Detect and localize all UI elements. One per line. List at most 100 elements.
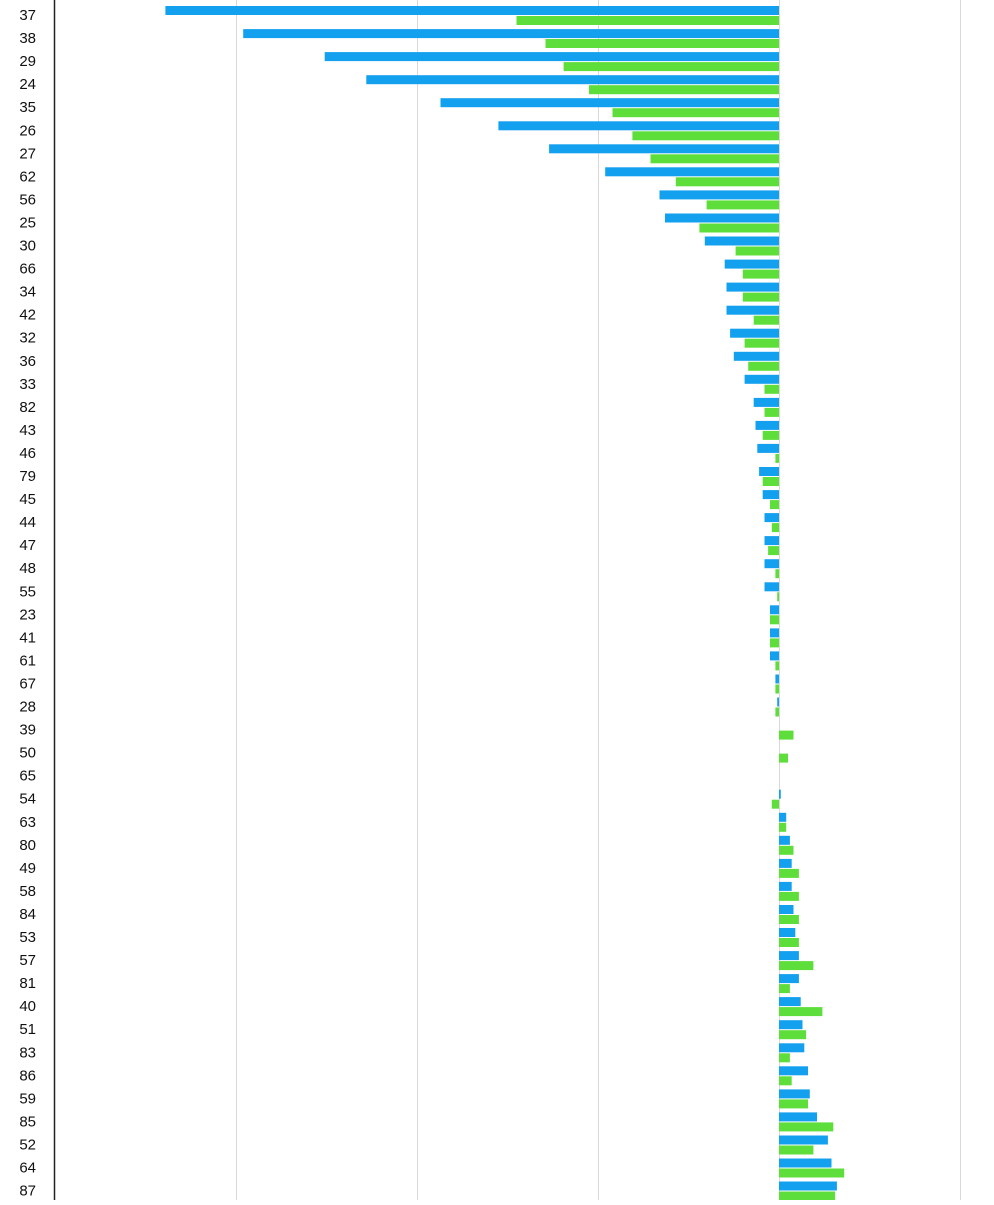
tick-label-42: 42: [19, 307, 36, 324]
tick-label-80: 80: [19, 837, 36, 854]
tick-label-25: 25: [19, 214, 36, 231]
tick-label-48: 48: [19, 560, 36, 577]
bar-s1-28: [777, 697, 779, 707]
tick-label-29: 29: [19, 53, 36, 70]
bar-s1-54: [779, 789, 781, 799]
tick-label-84: 84: [19, 906, 36, 923]
bar-s2-46: [775, 453, 779, 463]
bar-s1-24: [366, 75, 779, 85]
bar-s1-63: [779, 812, 787, 822]
bar-s2-48: [775, 569, 779, 579]
bar-s1-52: [779, 1135, 828, 1145]
bar-s1-85: [779, 1112, 817, 1122]
tick-label-44: 44: [19, 514, 36, 531]
bar-s2-49: [779, 868, 799, 878]
bar-s2-27: [650, 154, 779, 164]
bar-s1-53: [779, 928, 796, 937]
bar-s2-80: [779, 845, 794, 855]
bar-s1-38: [243, 29, 779, 39]
bar-s2-45: [770, 500, 779, 510]
bar-s1-67: [775, 674, 779, 684]
bar-s1-64: [779, 1158, 832, 1168]
tick-label-23: 23: [19, 606, 36, 623]
bar-s2-87: [779, 1191, 836, 1201]
bar-s2-28: [775, 707, 779, 717]
bar-s1-82: [753, 397, 779, 407]
tick-label-59: 59: [19, 1090, 36, 1107]
bar-s1-34: [726, 282, 779, 292]
tick-label-27: 27: [19, 145, 36, 162]
bar-s2-25: [699, 223, 779, 233]
bar-s1-36: [733, 351, 780, 361]
tick-label-50: 50: [19, 745, 36, 762]
tick-label-58: 58: [19, 883, 36, 900]
bar-s1-44: [764, 513, 779, 523]
bar-s2-58: [779, 891, 799, 901]
bar-s1-49: [779, 858, 792, 868]
bar-s2-57: [779, 961, 814, 971]
bar-s1-56: [659, 190, 779, 200]
tick-label-49: 49: [19, 860, 36, 877]
tick-label-38: 38: [19, 30, 36, 47]
bar-s2-61: [775, 661, 779, 671]
tick-label-81: 81: [19, 975, 36, 992]
bar-s1-66: [724, 259, 779, 269]
tick-label-40: 40: [19, 998, 36, 1015]
tick-label-39: 39: [19, 722, 36, 739]
bar-s1-23: [770, 605, 779, 615]
tick-label-26: 26: [19, 122, 36, 139]
tick-label-24: 24: [19, 76, 36, 93]
bar-s2-42: [753, 315, 779, 325]
tick-label-57: 57: [19, 952, 36, 969]
bar-s1-81: [779, 974, 799, 984]
bar-s2-86: [779, 1076, 792, 1086]
bar-s1-48: [764, 559, 779, 569]
tick-label-82: 82: [19, 399, 36, 416]
bar-s2-32: [744, 338, 779, 348]
tick-label-79: 79: [19, 468, 36, 485]
bar-s2-33: [764, 384, 779, 394]
bar-s2-64: [779, 1168, 845, 1178]
bar-s2-84: [779, 915, 799, 924]
tick-label-62: 62: [19, 168, 36, 185]
tick-label-52: 52: [19, 1136, 36, 1153]
tick-label-41: 41: [19, 629, 36, 646]
bar-s1-45: [762, 490, 779, 500]
bar-s1-57: [779, 951, 799, 961]
bar-s1-87: [779, 1181, 837, 1191]
tick-label-67: 67: [19, 675, 36, 692]
tick-label-61: 61: [19, 652, 36, 669]
bar-s2-59: [779, 1099, 808, 1109]
bar-s2-82: [764, 407, 779, 417]
bar-s2-52: [779, 1145, 814, 1155]
bar-s1-46: [757, 443, 779, 453]
tick-label-54: 54: [19, 791, 36, 808]
bar-s2-29: [563, 62, 779, 72]
tick-label-37: 37: [19, 7, 36, 24]
tick-label-87: 87: [19, 1183, 36, 1200]
bar-s2-34: [742, 292, 779, 302]
bar-s2-83: [779, 1053, 790, 1063]
bar-s1-62: [605, 167, 779, 177]
tick-label-55: 55: [19, 583, 36, 600]
bar-s2-24: [589, 85, 779, 95]
tick-label-32: 32: [19, 330, 36, 347]
bar-s1-80: [779, 835, 790, 845]
bar-s1-30: [704, 236, 779, 246]
bar-s2-85: [779, 1122, 834, 1132]
bar-s1-43: [755, 420, 779, 430]
bar-s1-35: [440, 98, 779, 108]
tick-label-86: 86: [19, 1067, 36, 1084]
tick-label-65: 65: [19, 768, 36, 785]
tick-label-43: 43: [19, 422, 36, 439]
bar-s1-58: [779, 881, 792, 891]
tick-label-83: 83: [19, 1044, 36, 1061]
bar-s1-61: [770, 651, 779, 661]
tick-label-66: 66: [19, 261, 36, 278]
bar-s1-41: [770, 628, 779, 638]
tick-label-35: 35: [19, 99, 36, 116]
bar-s1-86: [779, 1066, 808, 1076]
tick-label-33: 33: [19, 376, 36, 393]
tick-label-30: 30: [19, 238, 36, 255]
